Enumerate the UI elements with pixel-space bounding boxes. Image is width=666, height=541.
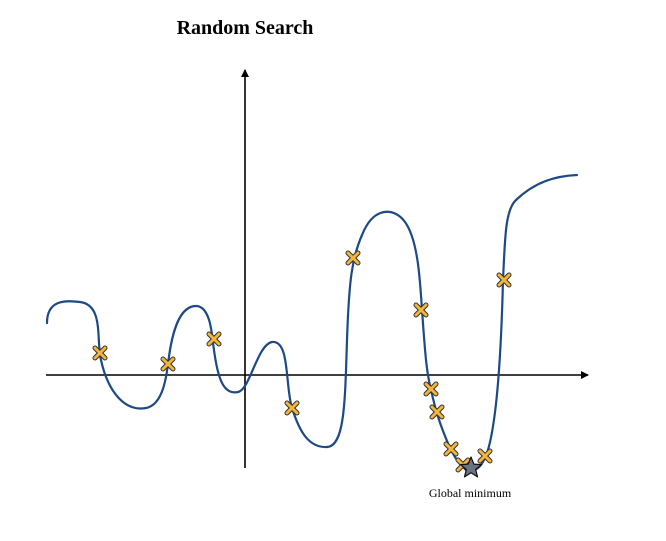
sample-x-marker bbox=[499, 275, 509, 285]
sample-x-marker bbox=[432, 407, 442, 417]
sample-x-marker bbox=[446, 444, 456, 454]
sample-x-marker bbox=[287, 403, 297, 413]
global-minimum-label: Global minimum bbox=[429, 486, 512, 500]
sample-x-marker bbox=[209, 334, 219, 344]
sample-x-marker bbox=[426, 384, 436, 394]
diagram-title: Random Search bbox=[177, 17, 314, 39]
sample-x-marker bbox=[416, 305, 426, 315]
sample-x-marker bbox=[348, 253, 358, 263]
sample-x-marker bbox=[95, 348, 105, 358]
sample-x-marker bbox=[163, 359, 173, 369]
star-icon bbox=[459, 456, 483, 478]
sample-x-marker bbox=[480, 451, 490, 461]
objective-function-curve bbox=[45, 173, 579, 472]
